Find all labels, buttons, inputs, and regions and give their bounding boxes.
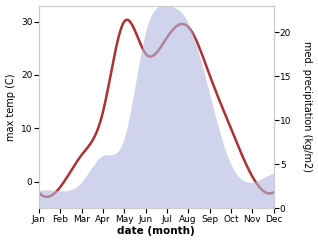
Y-axis label: max temp (C): max temp (C) xyxy=(5,73,16,141)
X-axis label: date (month): date (month) xyxy=(117,227,195,236)
Y-axis label: med. precipitation (kg/m2): med. precipitation (kg/m2) xyxy=(302,41,313,173)
